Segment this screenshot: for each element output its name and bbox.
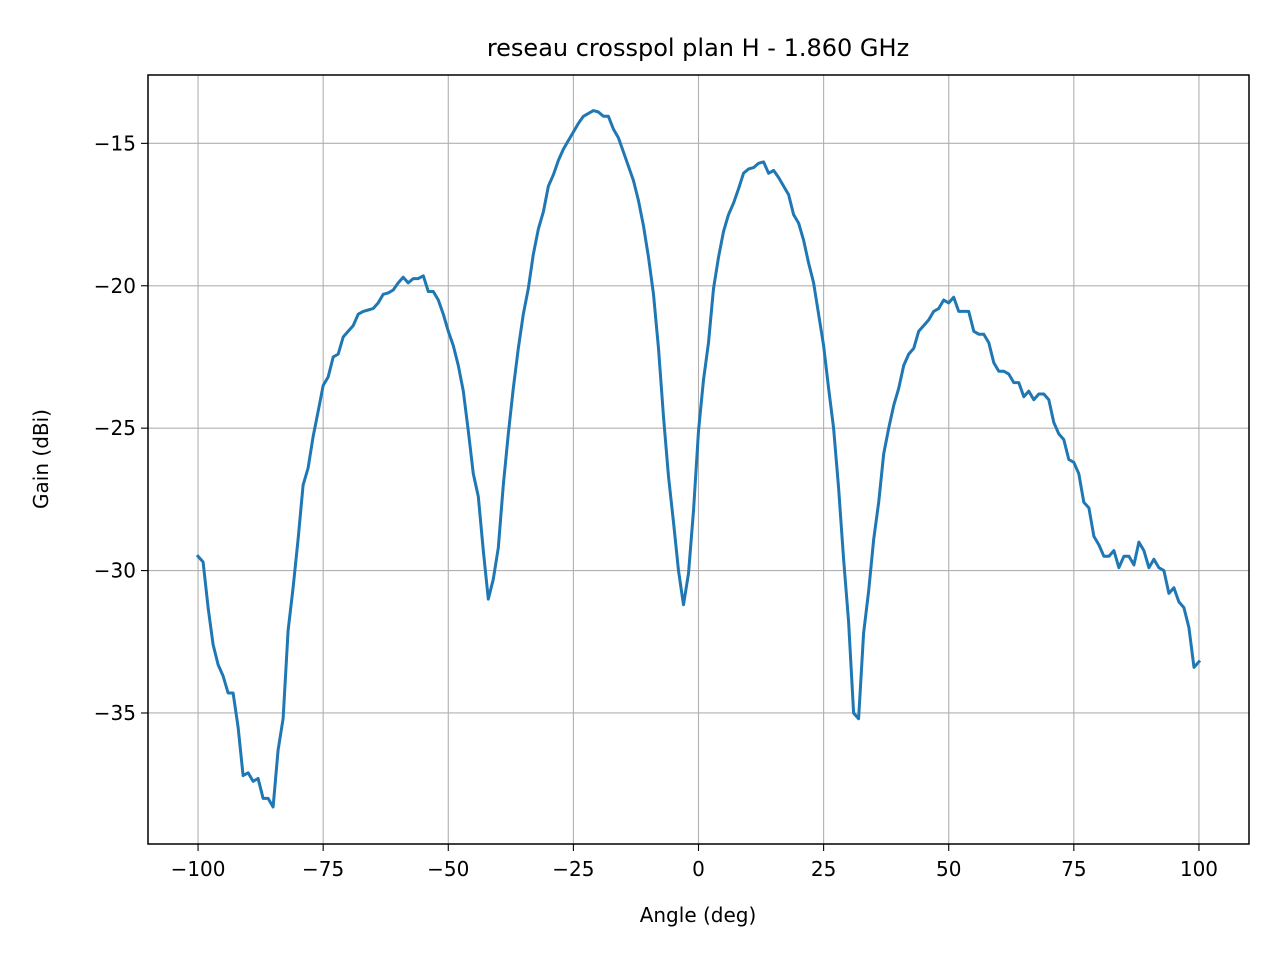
y-tick-label: −15	[94, 131, 136, 155]
y-tick-label: −20	[94, 274, 136, 298]
chart-title: reseau crosspol plan H - 1.860 GHz	[487, 34, 909, 62]
x-axis-label: Angle (deg)	[640, 903, 757, 927]
x-tick-label: 100	[1180, 857, 1218, 881]
x-tick-label: 75	[1061, 857, 1086, 881]
x-tick-label: 0	[692, 857, 705, 881]
grid	[148, 75, 1249, 844]
plot-series	[195, 109, 1202, 809]
x-tick-label: −100	[171, 857, 226, 881]
series-line	[195, 109, 1202, 809]
x-tick-label: −50	[427, 857, 469, 881]
x-axis: −100 −75 −50 −25 0 25 50 75 100	[171, 844, 1218, 881]
y-axis: −15 −20 −25 −30 −35	[94, 131, 148, 725]
x-tick-label: −75	[302, 857, 344, 881]
y-tick-label: −35	[94, 701, 136, 725]
y-axis-label: Gain (dBi)	[29, 409, 53, 509]
x-tick-label: 25	[811, 857, 836, 881]
y-tick-label: −30	[94, 559, 136, 583]
x-tick-label: −25	[552, 857, 594, 881]
y-tick-label: −25	[94, 416, 136, 440]
x-tick-label: 50	[936, 857, 961, 881]
